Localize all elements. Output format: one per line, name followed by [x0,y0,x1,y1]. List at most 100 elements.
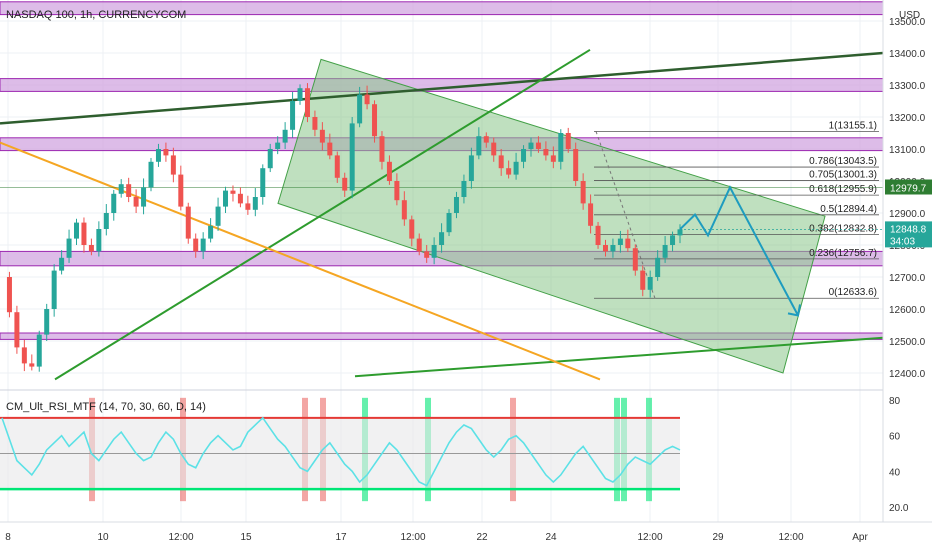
candle [141,187,147,207]
candle [297,88,303,101]
price-tick-label: 12600.0 [889,305,926,316]
candle [282,129,288,143]
candle [148,161,154,188]
candle [51,270,57,309]
candle [670,235,676,245]
candle [468,155,474,181]
price-tick-label: 13400.0 [889,49,926,60]
candle [312,117,318,130]
candle [245,203,251,210]
level-price-tag: 12979.7 [885,179,932,195]
price-tick-label: 13300.0 [889,81,926,92]
candle [558,133,564,162]
candle [66,238,72,258]
fib-level-label: 0.382(12832.8) [809,224,877,235]
candle [439,232,445,245]
candle [81,222,87,245]
trendlines[interactable] [0,48,884,381]
candle [126,184,132,197]
candle [118,184,124,194]
candle [386,161,392,181]
price-tick-label: 13100.0 [889,145,926,156]
time-tick-label: 15 [240,532,252,543]
orange-trendline [0,141,601,381]
time-tick-label: 10 [97,532,109,543]
fib-level-label: 0(12633.6) [829,287,877,298]
candle [21,347,27,364]
candle [476,136,482,156]
candle [580,181,586,204]
candle [565,133,571,149]
fibonacci-retracement[interactable]: 1(13155.1) 0.786(13043.5) 0.705(13001.3) 0.… [0,120,883,299]
descending-channel[interactable] [277,58,826,374]
candle [334,155,340,178]
last-price-value: 12848.8 [890,224,927,235]
candle [111,193,117,213]
candle [88,245,94,252]
candle [461,181,467,197]
rsi-tick-label: 80 [889,396,901,407]
rsi-tick-label: 60 [889,432,901,443]
candle [304,88,310,117]
zone-rect [0,78,884,92]
rsi-axis[interactable]: 80 60 40 20.0 [889,396,909,514]
candle [59,257,65,271]
candle [178,174,184,207]
rsi-tick-label: 40 [889,467,901,478]
candle [372,104,378,137]
candle [96,229,102,252]
candle [424,251,430,258]
candle [193,238,199,252]
candle [252,197,258,210]
candle [521,149,527,162]
candle [483,136,489,143]
price-tick-label: 12400.0 [889,369,926,380]
level-price-value: 12979.7 [890,183,927,194]
candle [610,245,616,252]
candle [36,334,42,367]
time-axis[interactable]: 8 10 12:00 15 17 12:00 22 24 12:00 29 12:00 Apr [5,532,868,543]
candle [401,200,407,220]
candle [535,142,541,149]
candle [506,168,512,175]
candle [617,238,623,245]
indicator-title[interactable]: CM_Ult_RSI_MTF (14, 70, 30, 60, D, 14) [6,401,206,413]
fib-level-label: 0.618(12955.9) [809,184,877,195]
candle [163,149,169,156]
candle [491,142,497,156]
price-tick-label: 12900.0 [889,209,926,220]
candle [640,270,646,290]
currency-label: USD [899,10,920,21]
time-tick-label: Apr [852,532,868,543]
upper-trendline [0,51,884,125]
candle [573,149,579,181]
candle [6,277,12,313]
candle [230,190,236,194]
price-tick-label: 12500.0 [889,337,926,348]
candle [357,94,363,124]
candle [595,225,601,245]
candle [655,257,661,277]
candle [103,213,109,229]
candle [267,149,273,169]
candle [223,190,229,207]
projection-path[interactable] [679,185,799,316]
rsi-line [1,416,681,487]
rsi-levels [0,416,680,491]
candle [677,229,683,236]
candle [74,222,80,239]
candle [498,155,504,169]
candle [319,129,325,143]
time-tick-label: 22 [476,532,488,543]
time-tick-label: 17 [335,532,347,543]
projection-arrow-icon [787,304,801,317]
symbol-title[interactable]: NASDAQ 100, 1h, CURRENCYCOM [6,9,186,21]
rising-trendline [54,48,591,381]
time-tick-label: 12:00 [637,532,662,543]
candle [327,142,333,156]
candle [550,155,556,162]
candle [394,181,400,201]
candle [647,277,653,290]
candle [364,94,370,105]
